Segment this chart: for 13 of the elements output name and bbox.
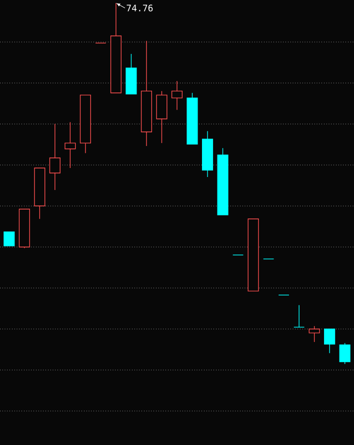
candlestick	[171, 80, 183, 110]
candlestick	[4, 232, 15, 246]
candlestick	[80, 94, 91, 154]
candlestick	[324, 328, 336, 354]
candlestick	[126, 54, 137, 94]
candlestick	[140, 40, 152, 146]
candlestick	[294, 304, 305, 328]
candlestick	[64, 122, 76, 168]
candlestick	[49, 124, 60, 190]
candlestick	[34, 168, 46, 220]
candlestick	[248, 218, 259, 292]
annotation: 74.76	[126, 4, 153, 12]
candlestick	[202, 130, 214, 178]
